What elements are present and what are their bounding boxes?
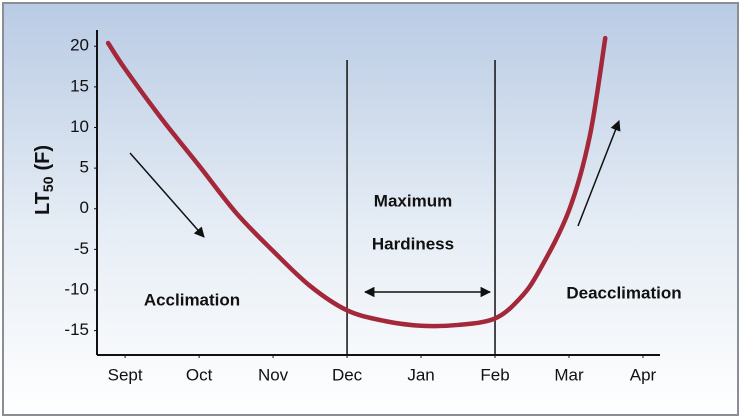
arrow [577, 120, 621, 227]
x-tick-label: Nov [258, 365, 289, 384]
y-tick-label: 20 [70, 36, 89, 55]
annotation: Acclimation [144, 290, 240, 309]
line [105, 35, 608, 329]
x-tick-label: Jan [407, 365, 434, 384]
x-tick-label: Sept [108, 365, 143, 384]
x-tick-label: Mar [554, 365, 584, 384]
y-tick-label: -10 [64, 279, 89, 298]
y-label-main: LT [32, 192, 54, 215]
arrow [129, 152, 205, 238]
y-tick-label: 5 [80, 158, 89, 177]
x-tick-label: Oct [186, 365, 213, 384]
y-axis-label: LT50 (F) [32, 145, 55, 215]
x-tick-label: Feb [480, 365, 509, 384]
y-tick-label: -15 [64, 320, 89, 339]
x-tick-label: Dec [332, 365, 363, 384]
y-label-unit: (F) [32, 145, 54, 171]
y-label-sub: 50 [40, 176, 56, 192]
y-tick-label: 10 [70, 117, 89, 136]
annotation: Deacclimation [566, 283, 681, 302]
y-tick-label: -5 [74, 239, 89, 258]
y-tick-label: 0 [80, 198, 89, 217]
x-tick-label: Apr [630, 365, 657, 384]
annotation: Hardiness [372, 234, 454, 253]
y-tick-label: 15 [70, 76, 89, 95]
annotation: Maximum [374, 191, 452, 210]
